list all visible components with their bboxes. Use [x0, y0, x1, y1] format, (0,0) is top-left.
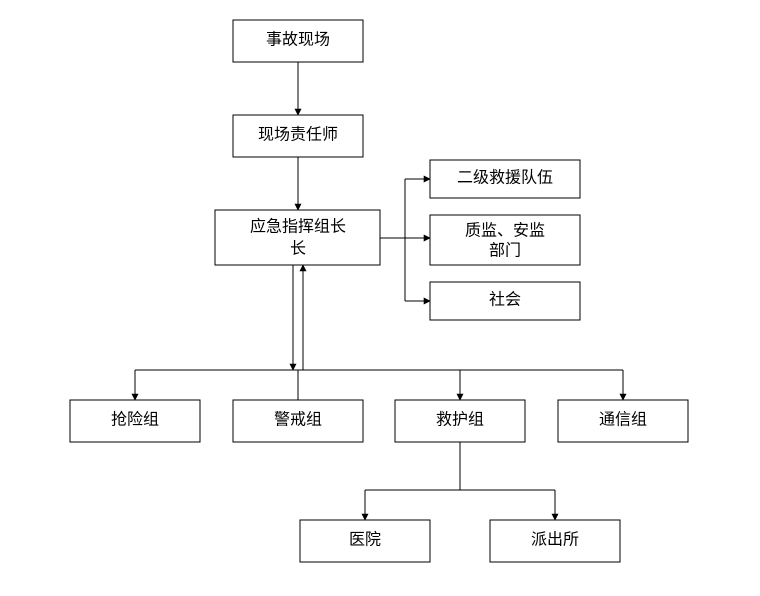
label-medical-group: 救护组	[436, 411, 484, 429]
label-society: 社会	[489, 291, 521, 309]
label-accident-scene: 事故现场	[266, 31, 330, 49]
node-hospital: 医院	[300, 520, 430, 562]
node-rescue-team: 二级救援队伍	[430, 160, 580, 198]
node-police: 派出所	[490, 520, 620, 562]
label-police: 派出所	[531, 531, 579, 549]
label-supervision-1: 质监、安监	[465, 222, 545, 240]
node-medical-group: 救护组	[395, 400, 525, 442]
label-hospital: 医院	[349, 531, 381, 549]
node-guard-group: 警戒组	[233, 400, 363, 442]
label-emergency-group: 抢险组	[111, 411, 159, 429]
label-comm-group: 通信组	[599, 411, 647, 429]
node-emergency-group: 抢险组	[70, 400, 200, 442]
node-site-manager: 现场责任师	[233, 115, 363, 157]
label-commander-1: 应急指挥组长	[250, 217, 346, 236]
label-site-manager: 现场责任师	[258, 126, 338, 144]
node-comm-group: 通信组	[558, 400, 688, 442]
node-accident-scene: 事故现场	[233, 20, 363, 62]
node-commander: 应急指挥组长 长	[215, 210, 380, 265]
node-supervision: 质监、安监 部门	[430, 215, 580, 265]
node-society: 社会	[430, 282, 580, 320]
label-supervision-2: 部门	[489, 242, 521, 260]
label-commander-2: 长	[290, 240, 306, 258]
label-guard-group: 警戒组	[274, 411, 322, 429]
flowchart-canvas: 事故现场 现场责任师 应急指挥组长 长 二级救援队伍 质监、安监 部门 社会 抢…	[0, 0, 760, 596]
label-rescue-team: 二级救援队伍	[457, 169, 553, 187]
